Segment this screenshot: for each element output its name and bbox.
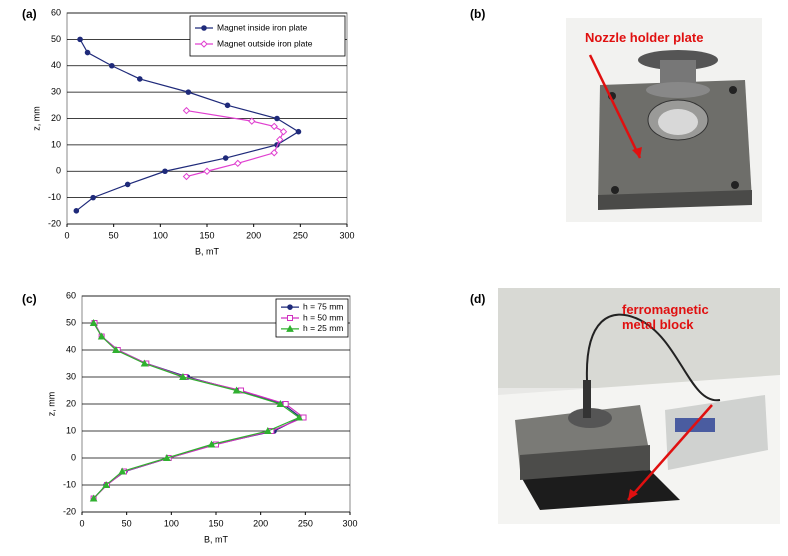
panel-label: (d)	[470, 292, 485, 306]
series-line	[75, 39, 300, 212]
marker	[162, 168, 168, 175]
marker	[276, 399, 285, 407]
x-tick-label: 300	[342, 518, 357, 528]
x-tick-label: 300	[339, 230, 354, 240]
x-tick-label: 150	[199, 230, 214, 240]
y-axis-title: z, mm	[46, 392, 56, 417]
marker	[118, 467, 127, 475]
y-tick-label: 60	[51, 7, 61, 17]
marker	[270, 122, 278, 131]
panel-label: (a)	[22, 7, 37, 21]
marker	[182, 106, 191, 115]
y-tick-label: -20	[63, 506, 76, 516]
marker	[112, 345, 120, 353]
panel-label: (b)	[470, 7, 485, 21]
legend-label: Magnet outside iron plate	[217, 38, 313, 48]
legend-marker	[200, 40, 208, 48]
y-tick-label: 0	[56, 166, 61, 176]
marker	[224, 102, 231, 109]
y-tick-label: 20	[51, 113, 61, 123]
x-tick-label: 100	[164, 518, 179, 528]
marker	[270, 149, 278, 157]
x-axis-title: B, mT	[195, 246, 220, 256]
marker	[73, 208, 80, 214]
marker	[263, 426, 272, 434]
x-tick-label: 200	[246, 230, 261, 240]
marker	[179, 372, 187, 380]
legend-marker	[287, 304, 293, 310]
marker	[295, 128, 302, 135]
legend-marker	[287, 315, 293, 321]
marker	[282, 401, 289, 407]
legend-label: h = 75 mm	[303, 301, 343, 311]
y-tick-label: 20	[66, 398, 76, 408]
photo-b	[566, 18, 762, 222]
marker	[222, 155, 229, 161]
y-tick-label: 30	[51, 87, 61, 97]
y-tick-label: 40	[66, 344, 76, 354]
marker	[185, 89, 192, 95]
x-tick-label: 150	[208, 518, 223, 528]
marker	[102, 480, 110, 488]
marker	[234, 159, 242, 168]
series-line	[93, 322, 301, 499]
marker	[97, 332, 106, 340]
marker	[84, 49, 91, 56]
marker	[279, 127, 288, 136]
marker	[295, 413, 303, 421]
legend-marker	[201, 25, 207, 31]
marker	[248, 117, 256, 125]
marker	[89, 318, 98, 326]
y-tick-label: -20	[48, 218, 61, 228]
marker	[274, 115, 280, 122]
y-tick-label: -10	[48, 192, 61, 202]
photo-annotation: Nozzle holder plate	[585, 30, 704, 45]
y-tick-label: 10	[51, 139, 61, 149]
marker	[232, 386, 241, 394]
y-tick-label: 60	[66, 290, 76, 300]
marker	[90, 194, 96, 201]
x-tick-label: 0	[79, 518, 84, 528]
x-tick-label: 50	[109, 230, 119, 240]
x-tick-label: 250	[293, 230, 308, 240]
legend-box	[189, 15, 346, 57]
marker	[276, 135, 284, 144]
y-tick-label: 50	[51, 34, 61, 44]
marker	[207, 440, 216, 448]
marker	[137, 76, 143, 82]
marker	[140, 359, 149, 367]
x-tick-label: 200	[253, 518, 268, 528]
y-axis-title: z, mm	[31, 106, 41, 131]
x-tick-label: 250	[298, 518, 313, 528]
marker	[182, 172, 191, 181]
y-tick-label: 40	[51, 60, 61, 70]
x-axis-title: B, mT	[204, 534, 229, 544]
panel-label: (c)	[22, 292, 37, 306]
x-tick-label: 50	[122, 518, 132, 528]
marker	[163, 453, 171, 461]
y-tick-label: -10	[63, 479, 76, 489]
legend-label: Magnet inside iron plate	[217, 22, 308, 32]
marker	[124, 181, 131, 188]
y-tick-label: 10	[66, 425, 76, 435]
legend-marker	[286, 324, 294, 332]
legend-label: h = 25 mm	[303, 323, 343, 333]
marker	[77, 36, 83, 43]
photo-d	[498, 288, 780, 524]
legend-label: h = 50 mm	[303, 312, 343, 322]
marker	[109, 62, 115, 69]
y-tick-label: 0	[71, 452, 76, 462]
x-tick-label: 0	[64, 230, 69, 240]
photo-annotation: ferromagnetic metal block	[622, 302, 709, 332]
marker	[89, 494, 98, 502]
y-tick-label: 30	[66, 371, 76, 381]
x-tick-label: 100	[153, 230, 168, 240]
marker	[203, 167, 211, 175]
y-tick-label: 50	[66, 317, 76, 327]
